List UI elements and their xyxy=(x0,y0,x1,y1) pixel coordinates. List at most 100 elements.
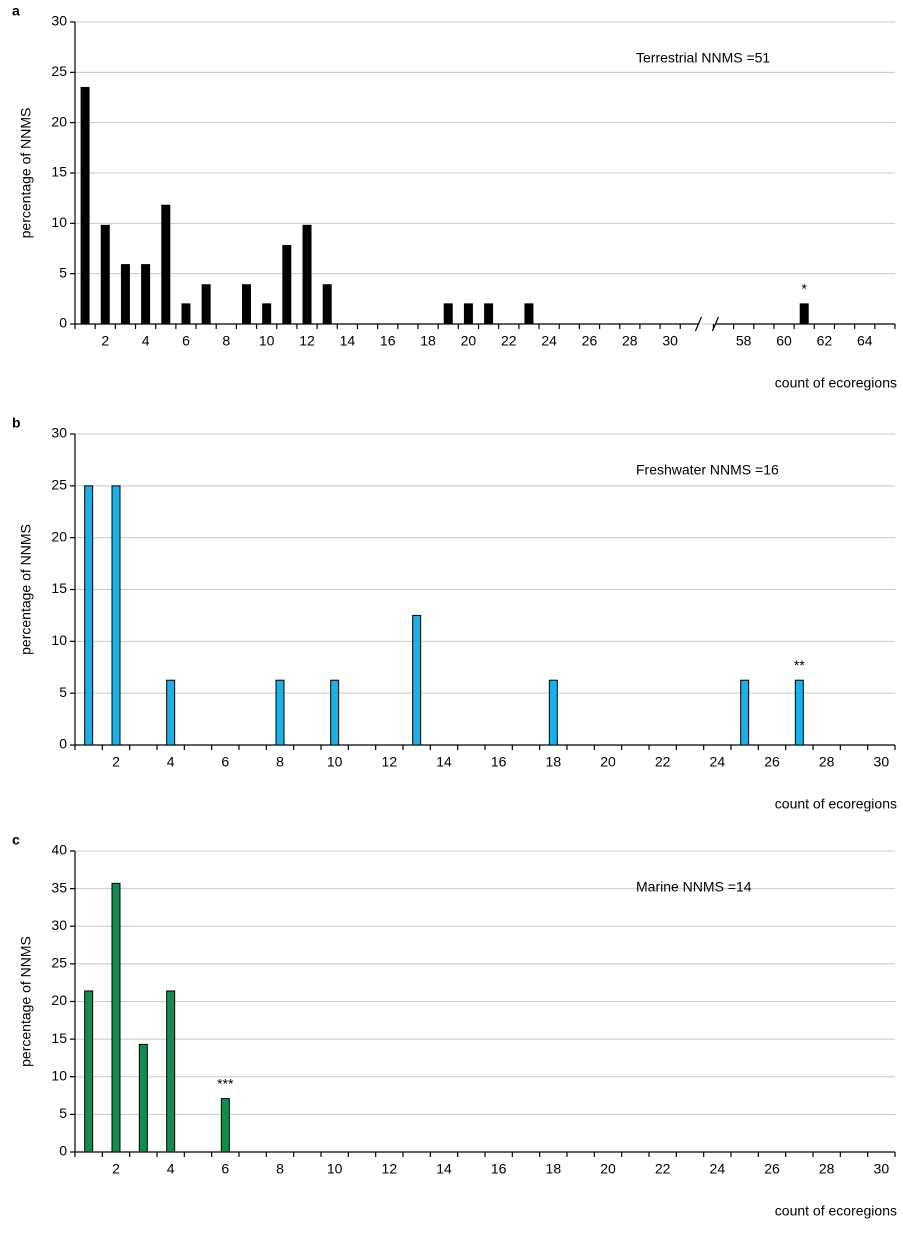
x-tick-label: 8 xyxy=(222,333,230,349)
x-tick-label: 6 xyxy=(221,1161,229,1177)
y-tick-label: 20 xyxy=(51,113,67,129)
bar xyxy=(84,485,94,746)
x-tick-label: 18 xyxy=(546,1161,562,1177)
bar xyxy=(241,284,251,325)
bar xyxy=(141,264,151,325)
x-tick-label: 28 xyxy=(622,333,638,349)
y-tick-label: 10 xyxy=(51,1067,67,1083)
y-tick-label: 15 xyxy=(51,164,67,180)
y-tick-label: 15 xyxy=(51,1030,67,1046)
x-tick-label: 22 xyxy=(655,754,671,770)
bar xyxy=(166,990,176,1153)
x-tick-label: 22 xyxy=(501,333,517,349)
y-tick-label: 40 xyxy=(51,842,67,858)
x-tick-label: 30 xyxy=(874,1161,890,1177)
y-tick-label: 25 xyxy=(51,955,67,971)
bar xyxy=(524,303,534,325)
bar xyxy=(484,303,494,325)
bar xyxy=(80,86,90,325)
bar xyxy=(275,679,285,746)
x-tick-label: 4 xyxy=(167,754,175,770)
y-tick-label: 30 xyxy=(51,917,67,933)
x-tick-label: 30 xyxy=(662,333,678,349)
x-tick-label: 60 xyxy=(776,333,792,349)
bar xyxy=(443,303,453,325)
x-tick-label: 14 xyxy=(340,333,356,349)
y-tick-label: 15 xyxy=(51,580,67,596)
y-tick-label: 20 xyxy=(51,528,67,544)
panel-label: c xyxy=(12,832,20,848)
bar xyxy=(100,224,110,325)
x-tick-label: 30 xyxy=(874,754,890,770)
x-tick-label: 6 xyxy=(182,333,190,349)
x-tick-label: 8 xyxy=(276,754,284,770)
y-tick-label: 0 xyxy=(59,1143,67,1159)
x-tick-label: 26 xyxy=(582,333,598,349)
y-tick-label: 30 xyxy=(51,425,67,441)
y-axis-title: percentage of NNMS xyxy=(18,936,34,1067)
panel-annotation: Marine NNMS =14 xyxy=(636,879,752,895)
bar xyxy=(201,284,211,325)
bar xyxy=(740,679,750,746)
x-tick-label: 58 xyxy=(736,333,752,349)
x-tick-label: 10 xyxy=(259,333,275,349)
y-tick-label: 10 xyxy=(51,214,67,230)
y-tick-label: 0 xyxy=(59,315,67,331)
x-tick-label: 20 xyxy=(600,1161,616,1177)
y-tick-label: 30 xyxy=(51,13,67,29)
panel-label: a xyxy=(12,3,20,19)
x-tick-label: 10 xyxy=(327,1161,343,1177)
x-tick-label: 12 xyxy=(382,754,398,770)
x-tick-label: 2 xyxy=(112,754,120,770)
y-tick-label: 5 xyxy=(59,1105,67,1121)
axis-break xyxy=(694,316,702,332)
bar xyxy=(84,990,94,1153)
y-tick-label: 20 xyxy=(51,992,67,1008)
x-tick-label: 62 xyxy=(817,333,833,349)
x-tick-label: 64 xyxy=(857,333,873,349)
bar xyxy=(799,303,809,325)
x-tick-label: 24 xyxy=(541,333,557,349)
y-tick-label: 25 xyxy=(51,477,67,493)
x-tick-label: 24 xyxy=(710,1161,726,1177)
x-tick-label: 22 xyxy=(655,1161,671,1177)
x-tick-label: 28 xyxy=(819,754,835,770)
bar xyxy=(322,284,332,325)
x-tick-label: 16 xyxy=(380,333,396,349)
panel-label: b xyxy=(12,415,21,431)
x-tick-label: 18 xyxy=(546,754,562,770)
x-axis-title: count of ecoregions xyxy=(775,796,897,812)
x-axis-title: count of ecoregions xyxy=(775,375,897,391)
bar xyxy=(111,882,121,1153)
x-axis-title: count of ecoregions xyxy=(775,1203,897,1219)
x-tick-label: 16 xyxy=(491,754,507,770)
x-tick-label: 26 xyxy=(764,1161,780,1177)
x-tick-label: 20 xyxy=(600,754,616,770)
x-tick-label: 4 xyxy=(167,1161,175,1177)
bar-marker: ** xyxy=(794,657,805,673)
y-axis-title: percentage of NNMS xyxy=(18,524,34,655)
y-axis-title: percentage of NNMS xyxy=(18,108,34,239)
y-tick-label: 5 xyxy=(59,684,67,700)
bar xyxy=(548,679,558,746)
bar xyxy=(166,679,176,746)
bar xyxy=(161,204,171,325)
x-tick-label: 8 xyxy=(276,1161,284,1177)
x-tick-label: 16 xyxy=(491,1161,507,1177)
bar xyxy=(262,303,272,325)
x-tick-label: 18 xyxy=(420,333,436,349)
x-tick-label: 14 xyxy=(436,754,452,770)
bar xyxy=(111,485,121,746)
x-tick-label: 10 xyxy=(327,754,343,770)
bar xyxy=(794,679,804,746)
panel-annotation: Freshwater NNMS =16 xyxy=(636,462,779,478)
x-tick-label: 20 xyxy=(461,333,477,349)
bar xyxy=(330,679,340,746)
bar xyxy=(463,303,473,325)
x-tick-label: 28 xyxy=(819,1161,835,1177)
x-tick-label: 4 xyxy=(142,333,150,349)
y-tick-label: 25 xyxy=(51,63,67,79)
panel-annotation: Terrestrial NNMS =51 xyxy=(636,50,770,66)
y-tick-label: 5 xyxy=(59,264,67,280)
